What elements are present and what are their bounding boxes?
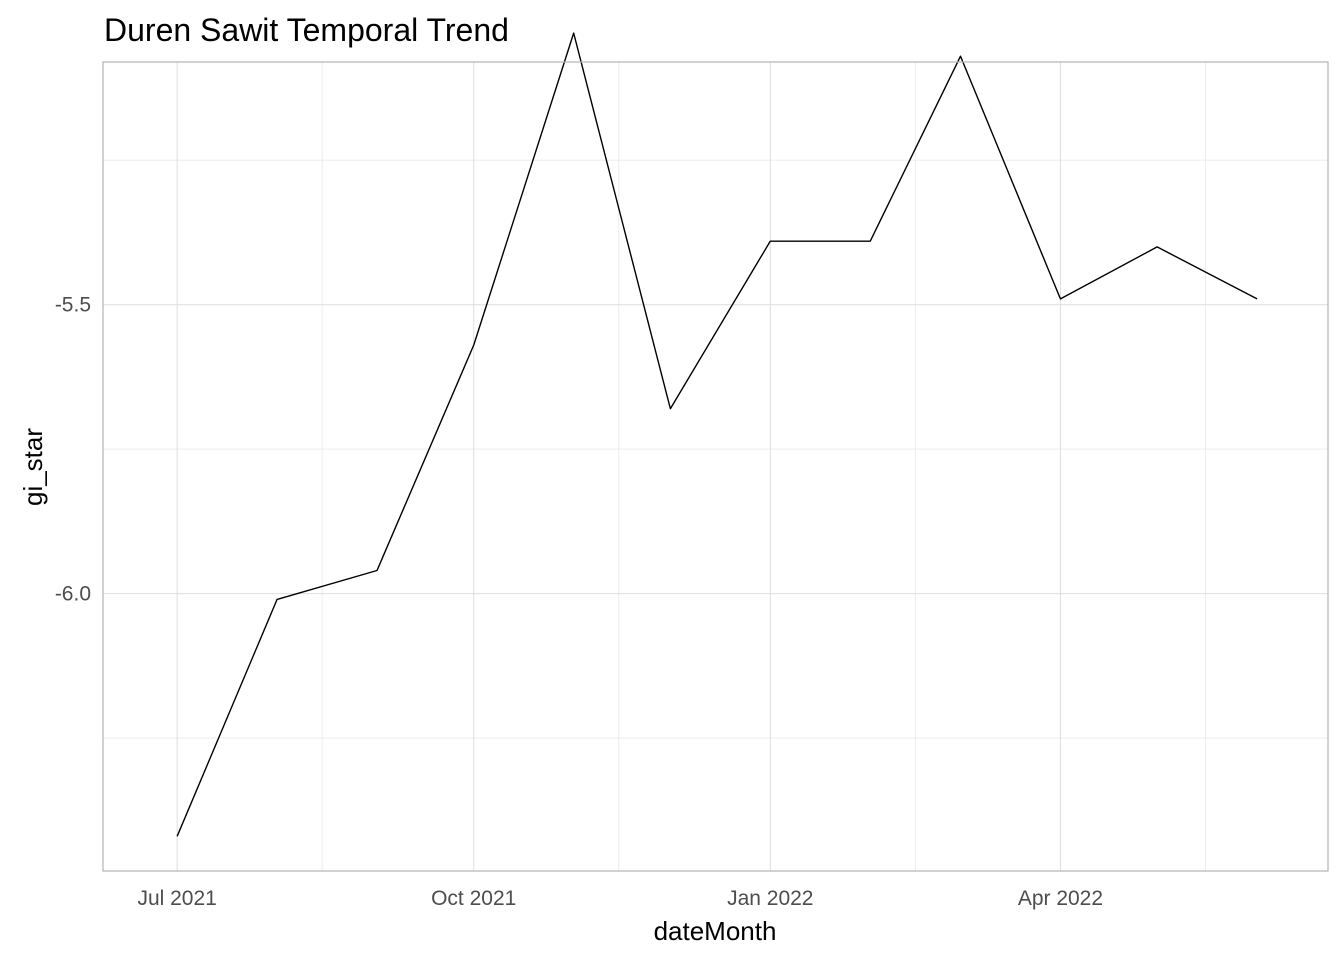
x-tick-label: Oct 2021 — [431, 887, 516, 910]
major-gridlines — [103, 62, 1328, 871]
chart-title: Duren Sawit Temporal Trend — [104, 12, 509, 48]
y-tick-label: -6.0 — [55, 583, 91, 606]
y-axis-title: gi_star — [18, 428, 48, 506]
x-axis-title: dateMonth — [654, 916, 777, 946]
series-layer — [176, 32, 1258, 837]
x-tick-label: Jan 2022 — [727, 887, 813, 910]
y-axis-ticks: -5.5 -6.0 — [55, 294, 91, 606]
x-tick-label: Apr 2022 — [1018, 887, 1103, 910]
y-tick-label: -5.5 — [55, 294, 91, 317]
x-axis-ticks: Jul 2021 Oct 2021 Jan 2022 Apr 2022 — [137, 887, 1103, 910]
gi-star-series-line — [176, 32, 1258, 837]
minor-gridlines — [103, 62, 1328, 871]
x-tick-label: Jul 2021 — [137, 887, 216, 910]
plot-panel — [102, 61, 1329, 872]
